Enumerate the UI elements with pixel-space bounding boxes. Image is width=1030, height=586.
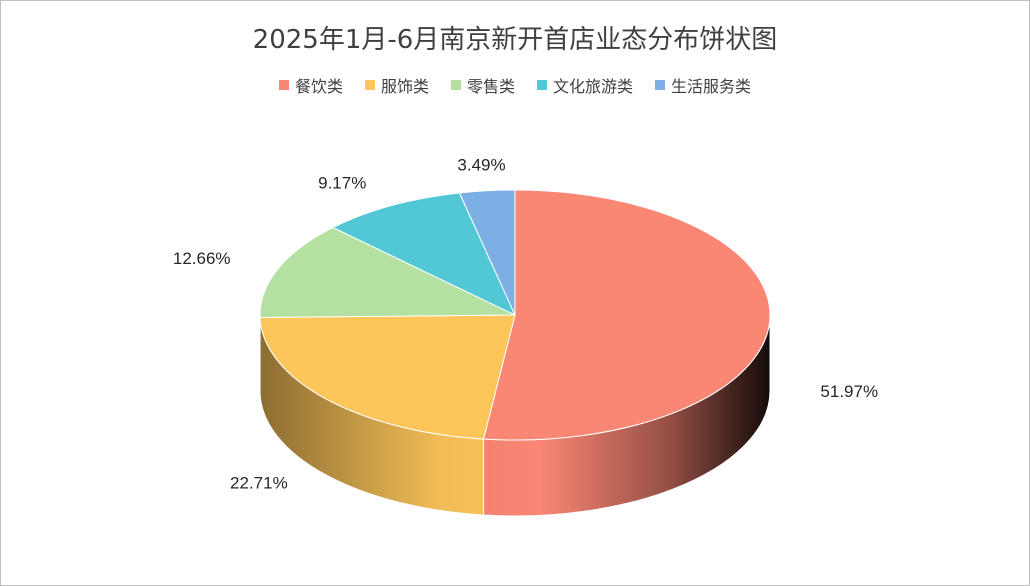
legend: 餐饮类 服饰类 零售类 文化旅游类 生活服务类 [1,73,1029,97]
legend-swatch [655,80,666,90]
pie-slice [331,192,517,317]
pie-slice [458,189,516,316]
legend-item: 零售类 [450,73,515,97]
legend-label: 零售类 [466,77,515,96]
legend-swatch [278,80,289,90]
legend-label: 生活服务类 [671,77,752,96]
legend-item: 生活服务类 [655,73,751,97]
chart-title: 2025年1月-6月南京新开首店业态分布饼状图 [252,25,778,55]
data-label: 12.66% [173,249,231,268]
legend-label: 文化旅游类 [553,77,634,96]
legend-label: 餐饮类 [294,77,343,96]
data-label: 3.49% [457,155,505,174]
legend-item: 文化旅游类 [537,73,633,97]
legend-swatch [537,80,547,90]
data-label: 22.71% [230,473,288,492]
legend-swatch [450,80,461,90]
pie-slice [482,189,771,441]
legend-item: 服饰类 [364,73,429,97]
legend-label: 服饰类 [380,77,429,96]
pie-slice [259,226,516,319]
data-label: 9.17% [318,173,366,192]
pie-slice [259,314,516,440]
legend-item: 餐饮类 [278,73,343,97]
legend-swatch [364,80,375,90]
data-label: 51.97% [820,382,878,401]
